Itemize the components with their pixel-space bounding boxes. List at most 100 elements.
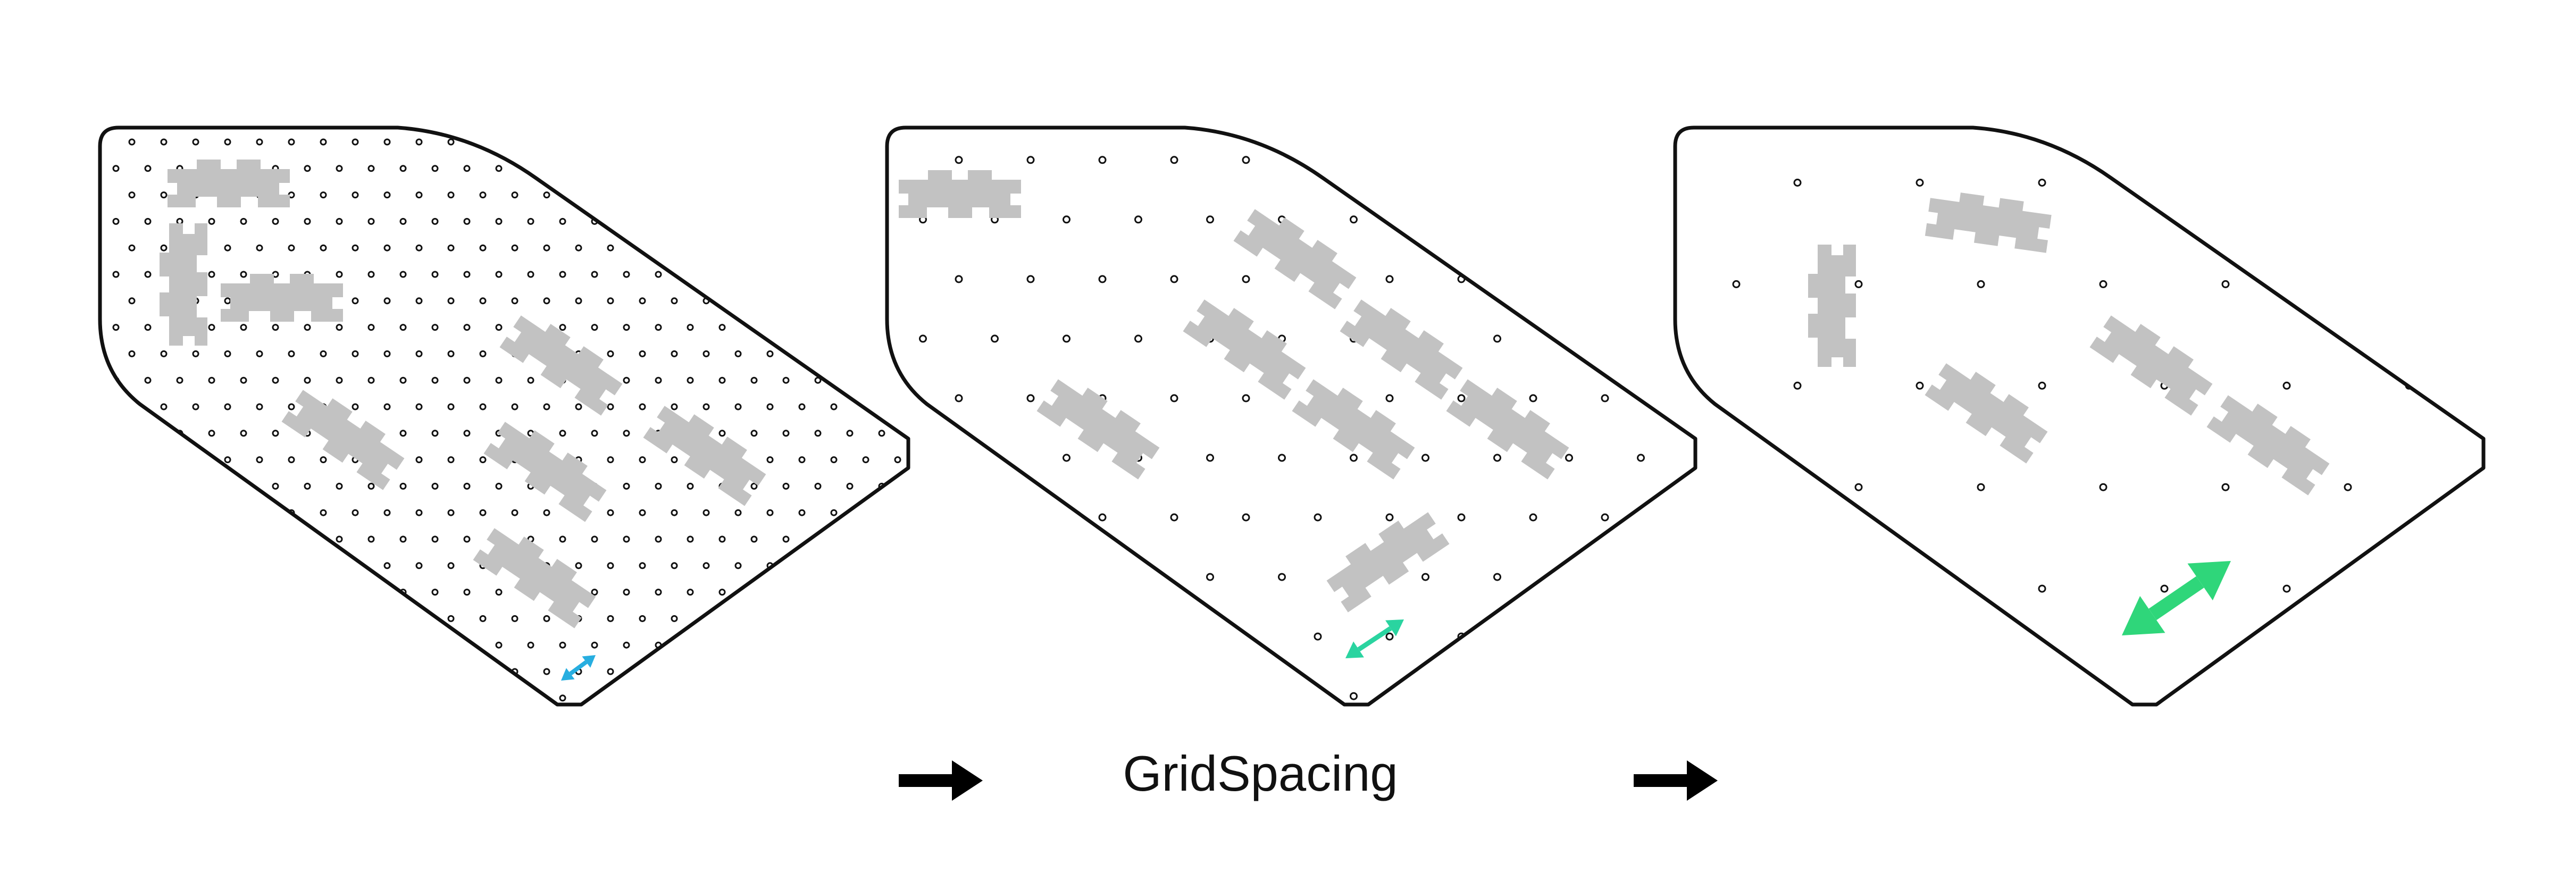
grid-point	[639, 562, 646, 569]
grid-point	[814, 694, 822, 702]
grid-point	[1793, 584, 1802, 593]
grid-point	[511, 509, 518, 516]
grid-point	[543, 138, 550, 146]
grid-point	[463, 324, 471, 331]
grid-point	[894, 297, 901, 305]
grid-point	[575, 562, 582, 569]
grid-point	[639, 403, 646, 410]
grid-point	[878, 589, 885, 596]
grid-point	[415, 562, 423, 569]
grid-point	[463, 376, 471, 384]
grid-point	[639, 297, 646, 305]
grid-point	[1529, 632, 1537, 641]
grid-point	[1134, 215, 1142, 224]
grid-point	[623, 376, 630, 384]
grid-point	[336, 376, 343, 384]
grid-point	[160, 562, 168, 569]
grid-point	[687, 217, 694, 225]
grid-point	[256, 668, 263, 675]
grid-point	[112, 271, 120, 278]
grid-point	[798, 668, 806, 675]
building-footprint-icon	[1036, 379, 1160, 480]
grid-point	[1601, 632, 1609, 641]
building-footprint-icon	[2206, 395, 2330, 496]
grid-point	[208, 430, 215, 437]
grid-point	[128, 562, 136, 569]
building-footprints	[160, 160, 766, 628]
grid-point	[1916, 381, 1924, 390]
grid-point	[1421, 454, 1429, 462]
grid-point	[718, 271, 726, 278]
grid-point	[495, 589, 503, 596]
grid-point	[352, 191, 359, 199]
arrow-head	[2187, 561, 2231, 601]
grid-point	[862, 615, 869, 622]
grid-point	[367, 376, 375, 384]
grid-point	[671, 668, 678, 675]
grid-point	[527, 271, 534, 278]
grid-point	[1098, 632, 1107, 641]
grid-point	[734, 509, 742, 516]
grid-point	[160, 509, 168, 516]
grid-point	[336, 694, 343, 702]
grid-point	[447, 668, 455, 675]
grid-point	[559, 165, 566, 172]
grid-point	[1278, 573, 1286, 581]
grid-point	[447, 350, 455, 357]
grid-point	[1026, 632, 1035, 641]
grid-point	[160, 138, 168, 146]
grid-point	[511, 615, 518, 622]
grid-point	[894, 350, 901, 357]
grid-point	[607, 244, 614, 252]
grid-point	[160, 350, 168, 357]
grid-point	[399, 430, 407, 437]
grid-point	[798, 350, 806, 357]
grid-point	[830, 509, 838, 516]
grid-point	[718, 324, 726, 331]
grid-point	[718, 376, 726, 384]
grid-point	[479, 138, 487, 146]
grid-point	[734, 297, 742, 305]
grid-point	[718, 217, 726, 225]
grid-point	[1242, 394, 1250, 403]
grid-point	[128, 509, 136, 516]
grid-point	[1242, 513, 1250, 522]
grid-point	[671, 191, 678, 199]
grid-point	[750, 482, 758, 490]
grid-point	[639, 509, 646, 516]
grid-point	[1493, 573, 1501, 581]
spacing-arrow-shaft	[1357, 626, 1392, 652]
grid-point	[862, 562, 869, 569]
grid-point	[304, 165, 311, 172]
grid-point	[798, 403, 806, 410]
grid-point	[112, 430, 120, 437]
grid-point	[782, 324, 790, 331]
grid-point	[766, 509, 774, 516]
building-footprints	[1808, 192, 2330, 496]
grid-point	[1529, 275, 1537, 283]
grid-point	[894, 138, 901, 146]
grid-point	[830, 297, 838, 305]
grid-point	[1206, 573, 1214, 581]
flow-arrow-icon	[1634, 760, 1718, 801]
grid-point	[814, 324, 822, 331]
grid-point	[814, 165, 822, 172]
grid-point	[1063, 334, 1070, 343]
grid-point	[352, 562, 359, 569]
grid-point	[320, 191, 327, 199]
grid-point	[1601, 275, 1609, 283]
grid-point	[575, 191, 582, 199]
grid-point	[846, 217, 854, 225]
arrow-head	[2122, 596, 2165, 635]
grid-point	[591, 165, 598, 172]
grid-point	[479, 615, 487, 622]
grid-point	[766, 244, 774, 252]
grid-point	[288, 244, 295, 252]
grid-point	[623, 324, 630, 331]
grid-point	[1793, 179, 1802, 187]
grid-point	[256, 509, 263, 516]
grid-point	[367, 271, 375, 278]
arrow-head	[1345, 641, 1364, 658]
grid-point	[559, 694, 566, 702]
grid-point	[176, 535, 183, 543]
